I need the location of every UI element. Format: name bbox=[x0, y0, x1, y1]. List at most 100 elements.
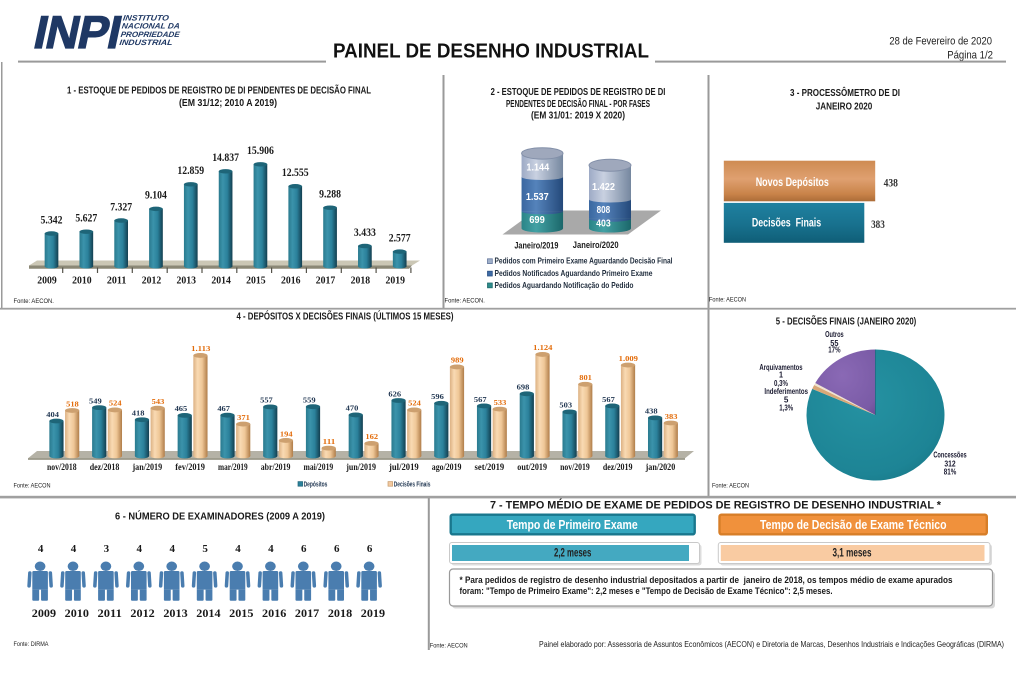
svg-text:3: 3 bbox=[104, 543, 110, 555]
svg-text:dez/2019: dez/2019 bbox=[603, 462, 633, 472]
svg-text:699: 699 bbox=[529, 215, 545, 226]
svg-text:518: 518 bbox=[66, 399, 79, 408]
svg-text:465: 465 bbox=[175, 404, 188, 413]
svg-text:383: 383 bbox=[871, 219, 885, 231]
svg-text:4: 4 bbox=[137, 543, 143, 555]
svg-text:470: 470 bbox=[346, 404, 359, 413]
svg-text:1.009: 1.009 bbox=[619, 354, 639, 363]
svg-text:9.288: 9.288 bbox=[319, 188, 341, 200]
svg-text:(EM 31/12; 2010 A 2019): (EM 31/12; 2010 A 2019) bbox=[179, 98, 277, 109]
svg-text:3.433: 3.433 bbox=[354, 227, 376, 239]
svg-text:Decisões Finais: Decisões Finais bbox=[394, 479, 431, 488]
svg-text:JANEIRO 2020: JANEIRO 2020 bbox=[816, 102, 873, 113]
svg-text:2009: 2009 bbox=[32, 608, 57, 620]
svg-text:2015: 2015 bbox=[229, 608, 254, 620]
svg-text:1 - ESTOQUE DE PEDIDOS DE REGI: 1 - ESTOQUE DE PEDIDOS DE REGISTRO DE DI… bbox=[67, 84, 371, 97]
svg-text:2014: 2014 bbox=[211, 275, 231, 287]
svg-text:14.837: 14.837 bbox=[212, 152, 239, 164]
svg-text:2,2 meses: 2,2 meses bbox=[554, 548, 591, 560]
svg-text:Fonte: AECON: Fonte: AECON bbox=[709, 297, 746, 304]
svg-text:3 - PROCESSÔMETRO DE DI: 3 - PROCESSÔMETRO DE DI bbox=[790, 86, 900, 99]
svg-text:2017: 2017 bbox=[316, 275, 336, 287]
svg-text:Fonte: AECON: Fonte: AECON bbox=[430, 643, 468, 650]
svg-text:6 - NÚMERO DE EXAMINADORES (20: 6 - NÚMERO DE EXAMINADORES (2009 A 2019) bbox=[115, 510, 325, 523]
svg-text:foram: "Tempo de Primeiro Exam: foram: "Tempo de Primeiro Exame": 2,2 me… bbox=[460, 586, 833, 597]
svg-text:7.327: 7.327 bbox=[110, 201, 132, 213]
svg-text:PENDENTES DE DECISÃO FINAL - P: PENDENTES DE DECISÃO FINAL - POR FASES bbox=[506, 97, 650, 110]
svg-text:1: 1 bbox=[779, 370, 783, 379]
svg-text:INSTITUTO: INSTITUTO bbox=[122, 14, 169, 23]
svg-text:5.342: 5.342 bbox=[41, 214, 63, 226]
svg-text:6: 6 bbox=[301, 543, 307, 555]
svg-text:1.113: 1.113 bbox=[191, 344, 211, 353]
svg-text:801: 801 bbox=[579, 373, 592, 382]
svg-text:162: 162 bbox=[365, 432, 378, 441]
svg-text:2011: 2011 bbox=[107, 275, 127, 287]
svg-text:6: 6 bbox=[367, 543, 373, 555]
svg-text:Concessões: Concessões bbox=[933, 451, 967, 460]
svg-text:5: 5 bbox=[784, 396, 789, 405]
svg-text:jun/2019: jun/2019 bbox=[345, 462, 376, 472]
svg-text:2013: 2013 bbox=[177, 275, 197, 287]
svg-text:55: 55 bbox=[830, 339, 839, 348]
svg-text:533: 533 bbox=[494, 398, 507, 407]
svg-text:2018: 2018 bbox=[351, 275, 371, 287]
svg-text:2012: 2012 bbox=[130, 608, 155, 620]
svg-text:15.906: 15.906 bbox=[247, 145, 274, 157]
svg-text:2014: 2014 bbox=[196, 608, 221, 620]
svg-text:Novos Depósitos: Novos Depósitos bbox=[756, 175, 829, 189]
svg-text:out/2019: out/2019 bbox=[517, 462, 547, 472]
svg-text:567: 567 bbox=[602, 395, 615, 404]
svg-text:557: 557 bbox=[260, 396, 273, 405]
svg-text:mai/2019: mai/2019 bbox=[304, 462, 334, 472]
svg-text:2018: 2018 bbox=[328, 608, 353, 620]
svg-text:4: 4 bbox=[169, 543, 175, 555]
svg-text:INDUSTRIAL: INDUSTRIAL bbox=[119, 38, 173, 47]
svg-text:Tempo de Decisão de Exame Técn: Tempo de Decisão de Exame Técnico bbox=[760, 517, 947, 532]
svg-text:Página 1/2: Página 1/2 bbox=[947, 50, 993, 62]
svg-text:2019: 2019 bbox=[385, 275, 405, 287]
svg-text:2017: 2017 bbox=[295, 608, 320, 620]
svg-text:12.859: 12.859 bbox=[177, 165, 204, 177]
svg-text:dez/2018: dez/2018 bbox=[90, 462, 120, 472]
svg-text:438: 438 bbox=[645, 407, 658, 416]
svg-text:9.104: 9.104 bbox=[145, 190, 167, 202]
svg-text:989: 989 bbox=[451, 356, 464, 365]
svg-text:596: 596 bbox=[431, 392, 444, 401]
svg-text:2 - ESTOQUE DE PEDIDOS DE REGI: 2 - ESTOQUE DE PEDIDOS DE REGISTRO DE DI bbox=[491, 87, 666, 98]
svg-text:(EM 31/01: 2019 X 2020): (EM 31/01: 2019 X 2020) bbox=[531, 110, 625, 121]
svg-text:81%: 81% bbox=[944, 468, 957, 477]
svg-text:2013: 2013 bbox=[163, 608, 188, 620]
svg-text:Decisões Finais: Decisões Finais bbox=[752, 216, 822, 230]
svg-text:Fonte: AECON: Fonte: AECON bbox=[712, 483, 749, 490]
svg-text:17%: 17% bbox=[828, 346, 840, 355]
svg-text:Fonte: DIRMA: Fonte: DIRMA bbox=[14, 641, 49, 648]
svg-text:jan/2020: jan/2020 bbox=[645, 462, 676, 472]
svg-text:4 - DEPÓSITOS X DECISÕES FINAI: 4 - DEPÓSITOS X DECISÕES FINAIS (ÚLTIMOS… bbox=[237, 310, 454, 323]
svg-text:Painel elaborado por: Assessor: Painel elaborado por: Assessoria de Assu… bbox=[539, 639, 1004, 649]
svg-text:2011: 2011 bbox=[98, 608, 123, 620]
svg-text:2010: 2010 bbox=[72, 275, 92, 287]
svg-text:INPI: INPI bbox=[30, 6, 126, 57]
svg-text:808: 808 bbox=[597, 205, 611, 216]
svg-text:mar/2019: mar/2019 bbox=[218, 462, 248, 472]
svg-text:6: 6 bbox=[334, 543, 340, 555]
svg-text:NACIONAL DA: NACIONAL DA bbox=[121, 22, 181, 31]
svg-text:418: 418 bbox=[132, 409, 145, 418]
svg-text:1.144: 1.144 bbox=[526, 163, 549, 174]
svg-text:Janeiro/2019: Janeiro/2019 bbox=[514, 241, 558, 252]
svg-text:1.537: 1.537 bbox=[526, 192, 549, 203]
svg-text:* Para pedidos de registro de: * Para pedidos de registro de desenho in… bbox=[460, 575, 953, 586]
svg-text:Depósitos: Depósitos bbox=[304, 479, 328, 488]
svg-text:7 - TEMPO MÉDIO DE EXAME DE PE: 7 - TEMPO MÉDIO DE EXAME DE PEDIDOS DE R… bbox=[490, 499, 942, 512]
svg-text:438: 438 bbox=[884, 178, 899, 190]
svg-text:549: 549 bbox=[89, 396, 102, 405]
svg-text:4: 4 bbox=[235, 543, 241, 555]
svg-text:set/2019: set/2019 bbox=[475, 462, 505, 472]
svg-text:Arquivamentos: Arquivamentos bbox=[759, 363, 803, 372]
svg-text:404: 404 bbox=[46, 410, 59, 419]
svg-text:jul/2019: jul/2019 bbox=[388, 462, 419, 472]
svg-text:nov/2018: nov/2018 bbox=[47, 462, 77, 472]
svg-text:467: 467 bbox=[217, 404, 230, 413]
svg-text:PROPRIEDADE: PROPRIEDADE bbox=[120, 30, 181, 39]
